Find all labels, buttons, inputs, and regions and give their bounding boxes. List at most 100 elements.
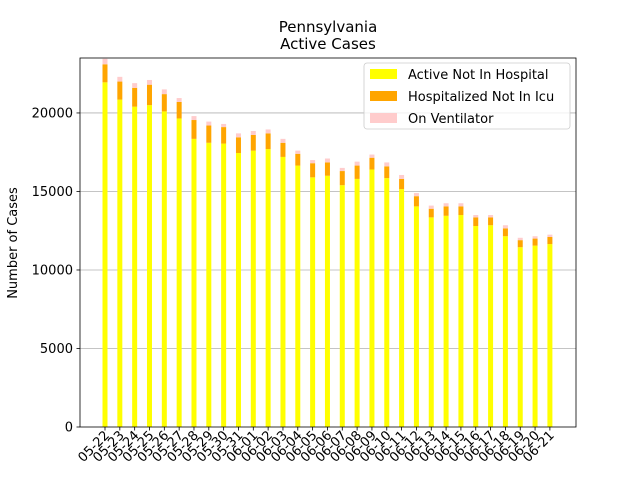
legend-swatch — [370, 113, 397, 123]
bar-segment-3 — [206, 121, 212, 126]
bar-segment-3 — [443, 203, 449, 207]
bar-segment-3 — [532, 236, 538, 239]
bar-segment-2 — [250, 134, 256, 151]
bar-segment-2 — [132, 87, 138, 107]
bar-segment-1 — [428, 217, 434, 427]
bar-segment-2 — [221, 127, 227, 144]
bar-segment-3 — [428, 205, 434, 209]
bar-segment-2 — [369, 157, 375, 170]
legend-label: On Ventilator — [408, 112, 494, 127]
bar-segment-2 — [324, 162, 330, 176]
bar-segment-3 — [324, 158, 330, 163]
bar-segment-3 — [488, 215, 494, 218]
bar-segment-1 — [280, 156, 286, 427]
bar-segment-3 — [384, 162, 390, 167]
legend-label: Active Not In Hospital — [408, 68, 549, 83]
bar-segment-2 — [413, 196, 419, 207]
bar-segment-1 — [161, 111, 167, 427]
bar-segment-2 — [161, 94, 167, 112]
bar-segment-2 — [428, 208, 434, 218]
bar-segment-3 — [235, 133, 241, 138]
bar-segment-2 — [146, 84, 152, 106]
bar-segment-1 — [369, 169, 375, 427]
bar-segment-1 — [176, 118, 182, 428]
bar-segment-3 — [250, 131, 256, 135]
bar-segment-1 — [399, 189, 405, 427]
bar-segment-3 — [102, 58, 108, 65]
bar-segment-1 — [310, 177, 316, 427]
legend-box — [363, 62, 571, 130]
bar-segment-1 — [488, 225, 494, 427]
chart-title: Pennsylvania — [279, 18, 378, 36]
bar-segment-3 — [473, 215, 479, 218]
bar-segment-1 — [102, 82, 108, 428]
bar-segment-3 — [132, 83, 138, 88]
y-tick-label: 20000 — [32, 106, 73, 121]
bar-segment-3 — [547, 234, 553, 238]
legend-swatch — [370, 91, 397, 101]
legend-swatch — [370, 69, 397, 79]
bar-segment-2 — [339, 171, 345, 186]
bar-segment-3 — [280, 138, 286, 143]
bar-segment-1 — [117, 99, 123, 427]
x-axis-ticks: 05-2205-2305-2405-2505-2605-2705-2805-29… — [76, 427, 558, 466]
bar-segment-1 — [206, 142, 212, 427]
bar-segment-1 — [191, 138, 197, 427]
bar-segment-2 — [295, 153, 301, 166]
bar-segment-3 — [413, 193, 419, 197]
bar-segment-2 — [102, 64, 108, 83]
plot-frame — [79, 57, 577, 428]
bar-segment-1 — [502, 236, 508, 427]
bar-segment-3 — [161, 89, 167, 95]
bar-segment-1 — [532, 245, 538, 427]
axes — [79, 57, 577, 428]
bar-segment-2 — [310, 163, 316, 178]
y-tick-label: 15000 — [32, 185, 73, 200]
bar-segment-1 — [132, 106, 138, 427]
bar-segment-2 — [488, 217, 494, 226]
bar-segment-2 — [458, 206, 464, 216]
y-axis-label: Number of Cases — [6, 187, 21, 299]
bar-segment-1 — [235, 152, 241, 428]
bar-segment-2 — [235, 137, 241, 153]
y-axis-ticks: 0 5000 10000 15000 20000 — [32, 106, 80, 436]
bar-segment-3 — [369, 154, 375, 158]
bar-segment-1 — [146, 105, 152, 427]
bar-segment-1 — [295, 165, 301, 427]
bar-segment-2 — [354, 165, 360, 179]
bar-segment-3 — [146, 79, 152, 85]
bar-segment-2 — [399, 178, 405, 190]
bar-segment-2 — [502, 228, 508, 237]
bar-segment-1 — [324, 175, 330, 427]
bar-segment-2 — [384, 166, 390, 179]
bar-segment-3 — [191, 116, 197, 121]
bar-segment-1 — [458, 215, 464, 427]
bar-segment-1 — [413, 206, 419, 427]
bar-segment-3 — [295, 150, 301, 154]
bar-segment-2 — [443, 206, 449, 216]
bar-segment-1 — [443, 215, 449, 427]
bar-segment-1 — [547, 244, 553, 427]
bar-segment-3 — [458, 203, 464, 207]
y-tick-label: 10000 — [32, 263, 73, 278]
bar-segment-3 — [176, 98, 182, 102]
bar-segment-1 — [384, 178, 390, 427]
bar-segment-2 — [473, 217, 479, 227]
bar-segment-1 — [265, 149, 271, 428]
bar-segment-1 — [354, 178, 360, 427]
bar-segment-2 — [517, 240, 523, 248]
bar-segment-3 — [339, 167, 345, 172]
bar-segment-1 — [517, 247, 523, 427]
bar-segment-2 — [191, 120, 197, 139]
y-tick-label: 5000 — [40, 342, 73, 357]
bar-segment-2 — [532, 238, 538, 246]
bar-segment-3 — [354, 161, 360, 166]
bar-segment-3 — [399, 174, 405, 179]
bar-segment-2 — [117, 81, 123, 100]
y-tick-label: 0 — [65, 421, 73, 436]
bar-segment-1 — [250, 150, 256, 427]
legend: Active Not In Hospital Hospitalized Not I… — [363, 62, 571, 130]
bars — [102, 58, 553, 428]
bar-segment-3 — [221, 123, 227, 128]
